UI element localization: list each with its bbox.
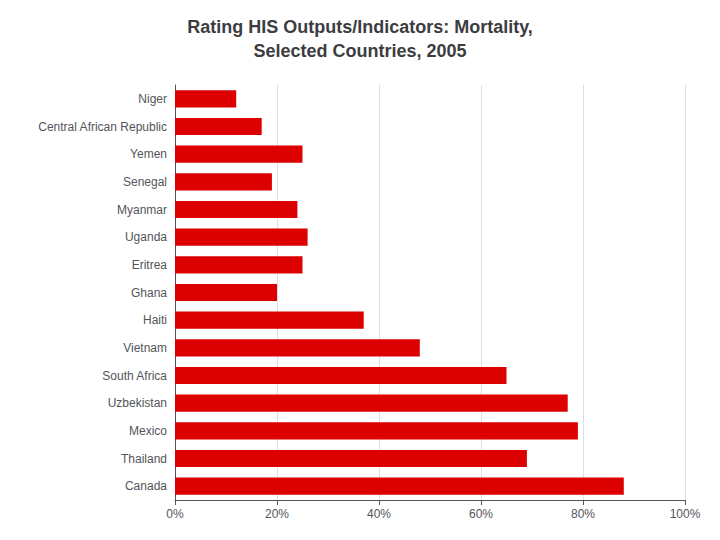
svg-text:Mexico: Mexico [129, 424, 167, 438]
svg-text:60%: 60% [469, 507, 493, 521]
svg-text:Yemen: Yemen [130, 147, 167, 161]
svg-text:80%: 80% [571, 507, 595, 521]
svg-text:20%: 20% [265, 507, 289, 521]
svg-text:Myanmar: Myanmar [117, 203, 167, 217]
svg-text:Central African Republic: Central African Republic [38, 120, 167, 134]
svg-text:100%: 100% [670, 507, 701, 521]
svg-text:Vietnam: Vietnam [123, 341, 167, 355]
svg-text:Canada: Canada [125, 479, 167, 493]
svg-text:Niger: Niger [138, 92, 167, 106]
svg-text:South Africa: South Africa [102, 369, 167, 383]
svg-text:Uganda: Uganda [125, 230, 167, 244]
svg-text:Thailand: Thailand [121, 452, 167, 466]
svg-text:Haiti: Haiti [143, 313, 167, 327]
svg-text:Uzbekistan: Uzbekistan [108, 396, 167, 410]
svg-text:Senegal: Senegal [123, 175, 167, 189]
svg-text:Ghana: Ghana [131, 286, 167, 300]
svg-text:Rating HIS Outputs/Indicators:: Rating HIS Outputs/Indicators: Mortality… [187, 17, 533, 37]
svg-text:40%: 40% [367, 507, 391, 521]
svg-text:0%: 0% [166, 507, 184, 521]
svg-text:Selected Countries, 2005: Selected Countries, 2005 [253, 41, 466, 61]
svg-text:Eritrea: Eritrea [132, 258, 168, 272]
